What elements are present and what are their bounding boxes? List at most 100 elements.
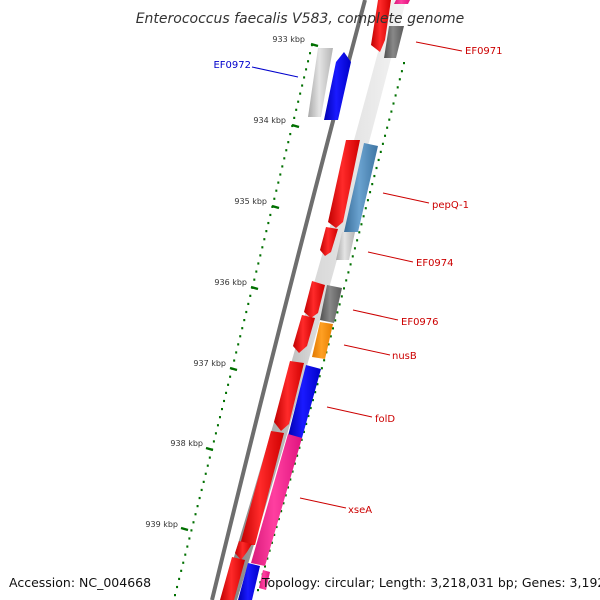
tick-dot	[364, 207, 367, 210]
tick-dot	[329, 335, 332, 338]
kbp-label: 934 kbp	[253, 116, 286, 125]
gene-feature	[336, 232, 355, 260]
tick-dot	[302, 430, 305, 433]
topology-text: Topology: circular; Length: 3,218,031 bp…	[261, 575, 600, 590]
tick-dot	[176, 585, 179, 589]
tick-dot	[227, 383, 230, 386]
tick-dot	[300, 438, 303, 441]
tick-dot	[282, 502, 285, 505]
tick-dot	[373, 174, 376, 178]
tick-dot	[305, 68, 308, 71]
gene-feature	[251, 434, 302, 566]
tick-dot	[214, 432, 217, 435]
gene-label[interactable]: folD	[375, 414, 395, 425]
tick-dot	[241, 327, 244, 330]
kbp-label: 933 kbp	[272, 35, 305, 44]
tick-dot	[247, 302, 250, 306]
tick-dot	[298, 446, 301, 449]
tick-dot	[343, 287, 346, 290]
tick-dot	[345, 279, 348, 282]
tick-dot	[320, 367, 323, 370]
tick-dot	[386, 126, 389, 129]
tick-dot	[275, 189, 278, 192]
gene-feature	[240, 431, 284, 545]
gene-labels: EF0971 EF0972 pepQ-1 EF0974 EF0976 nusB folD xs…	[213, 41, 503, 516]
tick-dot	[314, 391, 317, 394]
tick-dot	[356, 239, 359, 242]
map-title: Enterococcus faecalis V583, complete gen…	[136, 11, 465, 27]
tick-dot	[279, 173, 282, 176]
tick-dot	[384, 134, 387, 137]
tick-dot	[289, 132, 292, 136]
kbp-label: 937 kbp	[193, 359, 226, 368]
cds-arrow	[274, 361, 304, 431]
leader-line	[415, 41, 463, 52]
gene-label[interactable]: EF0976	[401, 317, 439, 328]
tick-dot	[358, 231, 361, 234]
tick-dot	[287, 486, 290, 489]
tick-dot	[269, 213, 272, 217]
kbp-tick	[180, 526, 189, 532]
tick-dot	[245, 310, 248, 314]
gene-feature	[288, 365, 321, 438]
gene-label[interactable]: EF0972	[213, 60, 251, 71]
gene-feature	[384, 26, 404, 58]
gene-label[interactable]: pepQ-1	[432, 200, 469, 211]
tick-dot	[180, 569, 183, 572]
tick-dot	[178, 577, 181, 581]
tick-dot	[206, 464, 209, 467]
tick-dot	[305, 422, 308, 426]
tick-dot	[293, 462, 296, 465]
gene-feature	[220, 557, 245, 600]
gene-label[interactable]: xseA	[348, 505, 372, 516]
tick-dot	[289, 478, 292, 481]
tick-dot	[259, 254, 262, 257]
tick-dot	[390, 110, 393, 113]
tick-dot	[277, 181, 280, 184]
tick-dot	[239, 335, 242, 338]
tick-dot	[192, 521, 195, 524]
tick-dot	[371, 183, 374, 186]
gene-label[interactable]: nusB	[392, 351, 417, 362]
tick-dot	[388, 118, 391, 121]
tick-dot	[253, 278, 256, 281]
tick-dot	[243, 319, 246, 322]
tick-dot	[338, 303, 341, 306]
tick-dot	[349, 263, 352, 266]
kbp-tick	[229, 366, 238, 372]
leader-line	[343, 344, 391, 356]
leader-line	[326, 406, 373, 418]
gene-label[interactable]: EF0974	[416, 258, 454, 269]
cds-arrow	[371, 0, 391, 52]
cds-arrow	[235, 541, 252, 560]
tick-dot	[182, 561, 185, 564]
tick-dot	[307, 414, 310, 418]
tick-dot	[309, 52, 312, 55]
tick-dot	[379, 150, 382, 154]
tick-dot	[216, 424, 219, 427]
kbp-tick	[291, 123, 300, 129]
tick-dot	[265, 230, 268, 233]
tick-dot	[174, 594, 176, 597]
tick-dot	[196, 505, 199, 508]
kbp-label: 939 kbp	[145, 520, 178, 529]
gene-feature	[238, 563, 260, 600]
tick-dot	[296, 454, 299, 457]
tick-dot	[223, 399, 226, 403]
tick-dot	[366, 199, 369, 202]
gene-label[interactable]: EF0971	[465, 46, 503, 57]
tick-dot	[303, 76, 306, 79]
tick-dot	[284, 494, 287, 497]
gene-feature	[344, 143, 378, 232]
tick-dot	[200, 488, 203, 492]
tick-dot	[291, 470, 294, 473]
tick-dot	[188, 537, 191, 540]
tick-dot	[283, 157, 286, 160]
tick-dot	[221, 407, 224, 411]
tick-dot	[268, 549, 271, 552]
tick-dot	[257, 589, 259, 592]
tick-dot	[249, 294, 252, 297]
tick-dot	[353, 247, 356, 250]
cds-arrow	[304, 281, 325, 318]
